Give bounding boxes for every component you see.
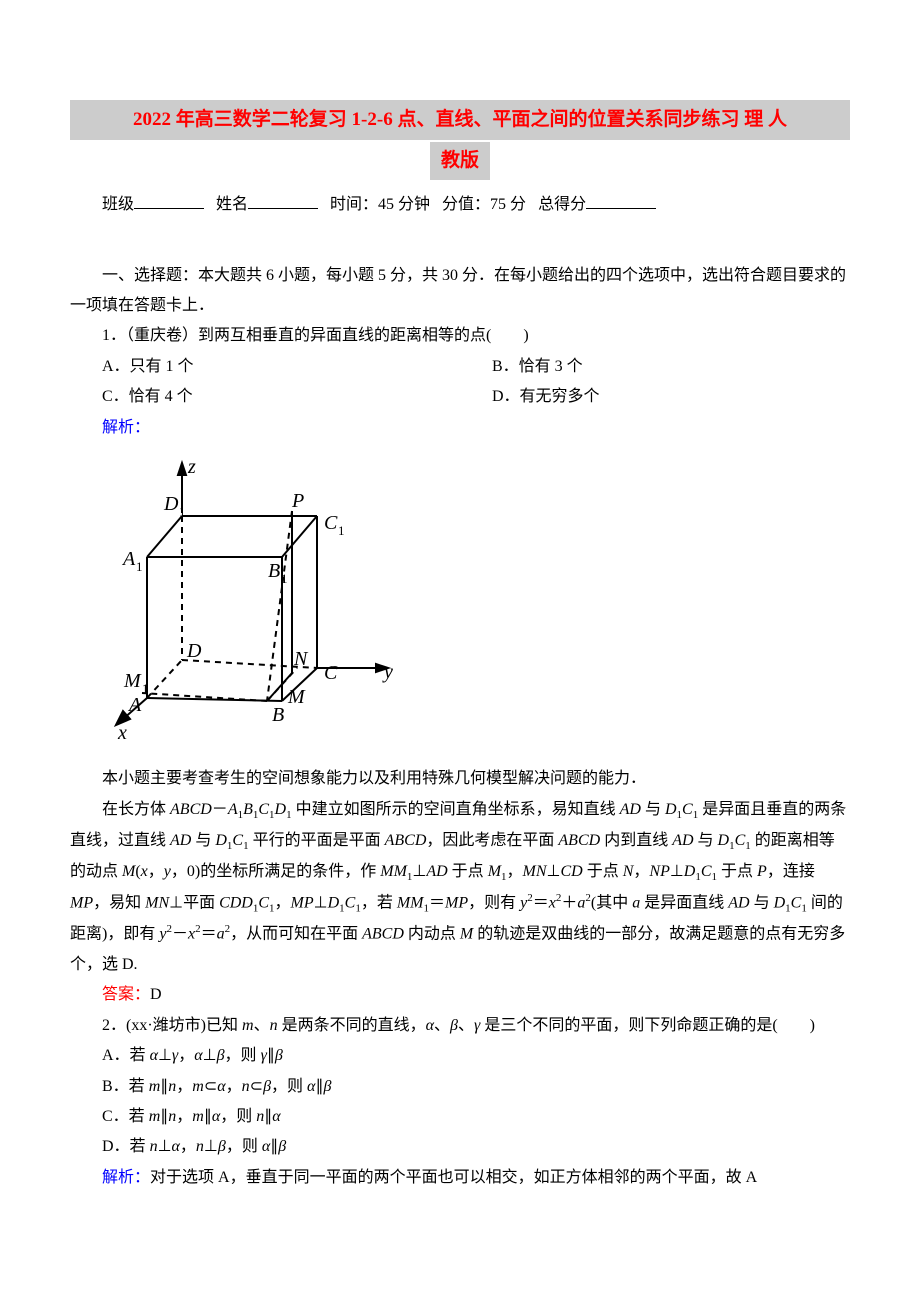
score-label: 分值：75 分 — [442, 196, 526, 213]
q1-optD: D．有无穷多个 — [460, 382, 850, 412]
q2-jiexi-label: 解析： — [102, 1169, 150, 1186]
q1-jiexi-label: 解析： — [70, 413, 850, 443]
svg-text:1: 1 — [281, 571, 288, 586]
q2-optA: A．若 α⊥γ，α⊥β，则 γ∥β — [70, 1041, 850, 1071]
q1-optC: C．恰有 4 个 — [70, 382, 460, 412]
q2-optC: C．若 m∥n，m∥α，则 n∥α — [70, 1102, 850, 1132]
q1-options-row1: A．只有 1 个 B．恰有 3 个 — [70, 352, 850, 382]
svg-text:B: B — [272, 704, 284, 726]
q1-answer: 答案：D — [70, 980, 850, 1010]
svg-text:A: A — [127, 694, 142, 716]
section-intro: 一、选择题：本大题共 6 小题，每小题 5 分，共 30 分．在每小题给出的四个… — [70, 261, 850, 322]
svg-text:M: M — [287, 686, 306, 708]
svg-text:P: P — [291, 490, 304, 512]
svg-text:M: M — [123, 670, 142, 692]
q2-stem: 2．(xx·潍坊市)已知 m、n 是两条不同的直线，α、β、γ 是三个不同的平面… — [70, 1011, 850, 1041]
svg-text:D: D — [163, 493, 179, 515]
svg-text:B: B — [268, 560, 280, 582]
svg-text:x: x — [117, 722, 127, 743]
svg-text:C: C — [324, 512, 338, 534]
svg-text:1: 1 — [338, 523, 345, 538]
q1-explain-p1: 本小题主要考查考生的空间想象能力以及利用特殊几何模型解决问题的能力． — [70, 764, 850, 794]
svg-text:D: D — [186, 640, 202, 662]
q1-stem: 1．（重庆卷）到两互相垂直的异面直线的距离相等的点( ) — [70, 321, 850, 351]
q1-answer-value: D — [150, 986, 162, 1003]
svg-text:1: 1 — [179, 504, 186, 519]
q1-explain-p2: 在长方体 ABCD－A1B1C1D1 中建立如图所示的空间直角坐标系，易知直线 … — [70, 795, 850, 981]
name-label: 姓名 — [216, 196, 248, 213]
svg-text:1: 1 — [142, 681, 149, 696]
svg-text:z: z — [187, 456, 196, 478]
time-label: 时间：45 分钟 — [330, 196, 430, 213]
q1-answer-label: 答案： — [102, 986, 150, 1003]
q1-optA: A．只有 1 个 — [70, 352, 460, 382]
q2-optD: D．若 n⊥α，n⊥β，则 α∥β — [70, 1132, 850, 1162]
name-blank — [248, 195, 318, 209]
q1-optB: B．恰有 3 个 — [460, 352, 850, 382]
q2-optB: B．若 m∥n，m⊂α，n⊂β，则 α∥β — [70, 1072, 850, 1102]
class-label: 班级 — [102, 196, 134, 213]
svg-text:A: A — [121, 548, 136, 570]
info-line: 班级 姓名 时间：45 分钟 分值：75 分 总得分 — [70, 190, 850, 220]
svg-text:C: C — [324, 662, 338, 684]
q1-options-row2: C．恰有 4 个 D．有无穷多个 — [70, 382, 850, 412]
svg-text:1: 1 — [136, 559, 143, 574]
class-blank — [134, 195, 204, 209]
q1-diagram: z y x A B C D A1 B1 C1 D1 M M1 N P — [102, 453, 850, 754]
total-blank — [586, 195, 656, 209]
doc-title-line2: 教版 — [430, 142, 490, 180]
doc-title-line1: 2022 年高三数学二轮复习 1-2-6 点、直线、平面之间的位置关系同步练习 … — [70, 100, 850, 140]
q2-jiexi: 解析：对于选项 A，垂直于同一平面的两个平面也可以相交，如正方体相邻的两个平面，… — [70, 1163, 850, 1193]
svg-text:y: y — [382, 661, 393, 683]
svg-text:N: N — [293, 648, 309, 670]
total-label: 总得分 — [538, 196, 586, 213]
